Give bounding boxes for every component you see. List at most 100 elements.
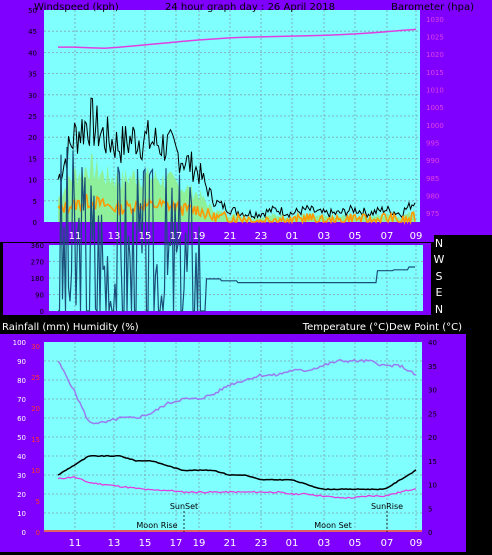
top-x-tick-label: 07 (381, 231, 394, 242)
barometer-axis-title: Barometer (hpa) (391, 2, 474, 13)
windspeed-tick-label: 35 (28, 71, 37, 79)
barometer-tick-label: 980 (426, 193, 439, 201)
bottom-x-tick-label: 11 (69, 538, 82, 549)
rainfall-tick-label: 30 (31, 343, 40, 351)
temperature-tick-label: 40 (428, 339, 437, 347)
top-x-tick-label: 09 (410, 231, 423, 242)
rainfall-tick-label: 25 (31, 374, 40, 382)
bottom-x-tick-label: 17 (170, 538, 183, 549)
wind-direction-line (58, 146, 415, 313)
temperature-tick-label: 35 (428, 363, 437, 371)
direction-plot-area (49, 245, 423, 311)
barometer-tick-label: 1030 (426, 16, 444, 24)
windspeed-tick-label: 5 (33, 198, 37, 206)
barometer-line (58, 28, 417, 49)
barometer-tick-label: 1000 (426, 122, 444, 130)
wind-gust-line (57, 97, 416, 220)
barometer-tick-label: 995 (426, 140, 439, 148)
temperature-tick-label: 15 (428, 458, 437, 466)
temperature-tick-label: 10 (428, 482, 437, 490)
barometer-tick-label: 1010 (426, 87, 444, 95)
bottom-x-tick-label: 15 (139, 538, 152, 549)
bottom-x-tick-label: 07 (381, 538, 394, 549)
humidity-tick-label: 20 (17, 491, 26, 499)
barometer-tick-label: 985 (426, 175, 439, 183)
temperature-tick-label: 0 (428, 529, 432, 537)
windspeed-tick-label: 10 (28, 177, 37, 185)
windspeed-tick-label: 0 (33, 219, 37, 227)
direction-tick-label: 180 (31, 275, 44, 283)
compass-label: E (436, 286, 443, 299)
rainfall-tick-label: 0 (36, 529, 40, 537)
bottom-x-tick-label: 21 (224, 538, 237, 549)
rainfall-tick-label: 10 (31, 467, 40, 475)
bottom-x-tick-label: 01 (286, 538, 299, 549)
rainfall-tick-label: 15 (31, 436, 40, 444)
temperature-dewpoint-title: Temperature (°C)Dew Point (°C) (302, 322, 462, 333)
humidity-tick-label: 70 (17, 396, 26, 404)
temperature-tick-label: 25 (428, 410, 437, 418)
top-x-tick-label: 17 (170, 231, 183, 242)
windspeed-tick-label: 25 (28, 113, 37, 121)
windspeed-tick-label: 20 (28, 134, 37, 142)
windspeed-tick-label: 30 (28, 92, 37, 100)
rainfall-tick-label: 20 (31, 405, 40, 413)
humidity-tick-label: 0 (22, 529, 26, 537)
bottom-x-tick-label: 03 (318, 538, 331, 549)
direction-tick-label: 360 (31, 242, 44, 250)
windspeed-tick-label: 45 (28, 28, 37, 36)
humidity-tick-label: 80 (17, 377, 26, 385)
bottom-x-tick-label: 13 (108, 538, 121, 549)
barometer-tick-label: 1025 (426, 34, 444, 42)
temperature-tick-label: 5 (428, 505, 432, 513)
rainfall-tick-label: 5 (36, 498, 40, 506)
dew-point-line (57, 454, 417, 491)
direction-tick-label: 0 (40, 308, 44, 316)
moonrise-label: Moon Rise (136, 521, 177, 530)
right-strip (434, 0, 492, 235)
moonset-label: Moon Set (314, 521, 351, 530)
windspeed-tick-label: 50 (28, 7, 37, 15)
bottom-x-tick-label: 05 (349, 538, 362, 549)
bottom-x-tick-label: 19 (193, 538, 206, 549)
chart-title: 24 hour graph day : 26 April 2018 (165, 2, 335, 13)
top-x-tick-label: 05 (349, 231, 362, 242)
temperature-tick-label: 30 (428, 387, 437, 395)
compass-label: N (435, 237, 443, 250)
humidity-tick-label: 90 (17, 358, 26, 366)
humidity-tick-label: 30 (17, 472, 26, 480)
rain-humidity-title: Rainfall (mm) Humidity (%) (2, 322, 139, 333)
windspeed-axis-title: Windspeed (kph) (34, 2, 119, 13)
bottom-x-tick-label: 09 (410, 538, 423, 549)
top-x-tick-label: 21 (224, 231, 237, 242)
barometer-tick-label: 1015 (426, 69, 444, 77)
windspeed-tick-label: 15 (28, 155, 37, 163)
barometer-tick-label: 1020 (426, 51, 444, 59)
windspeed-tick-label: 40 (28, 49, 37, 57)
top-x-tick-label: 19 (193, 231, 206, 242)
humidity-tick-label: 100 (13, 339, 26, 347)
humidity-tick-label: 60 (17, 415, 26, 423)
humidity-tick-label: 40 (17, 453, 26, 461)
humidity-tick-label: 10 (17, 510, 26, 518)
sunrise-label: SunRise (371, 502, 403, 511)
top-x-tick-label: 01 (286, 231, 299, 242)
top-x-tick-label: 03 (318, 231, 331, 242)
temperature-line (57, 358, 417, 425)
compass-label: W (434, 253, 445, 266)
bottom-x-tick-label: 23 (255, 538, 268, 549)
top-x-tick-label: 15 (139, 231, 152, 242)
compass-label: N (435, 303, 443, 316)
humidity-line (57, 475, 417, 499)
top-x-tick-label: 23 (255, 231, 268, 242)
compass-label: S (436, 270, 443, 283)
direction-tick-label: 270 (31, 259, 44, 267)
barometer-tick-label: 990 (426, 157, 439, 165)
barometer-tick-label: 1005 (426, 104, 444, 112)
humidity-tick-label: 50 (17, 434, 26, 442)
temperature-tick-label: 20 (428, 434, 437, 442)
barometer-tick-label: 975 (426, 210, 439, 218)
top-x-tick-label: 11 (69, 231, 82, 242)
direction-tick-label: 90 (35, 292, 44, 300)
